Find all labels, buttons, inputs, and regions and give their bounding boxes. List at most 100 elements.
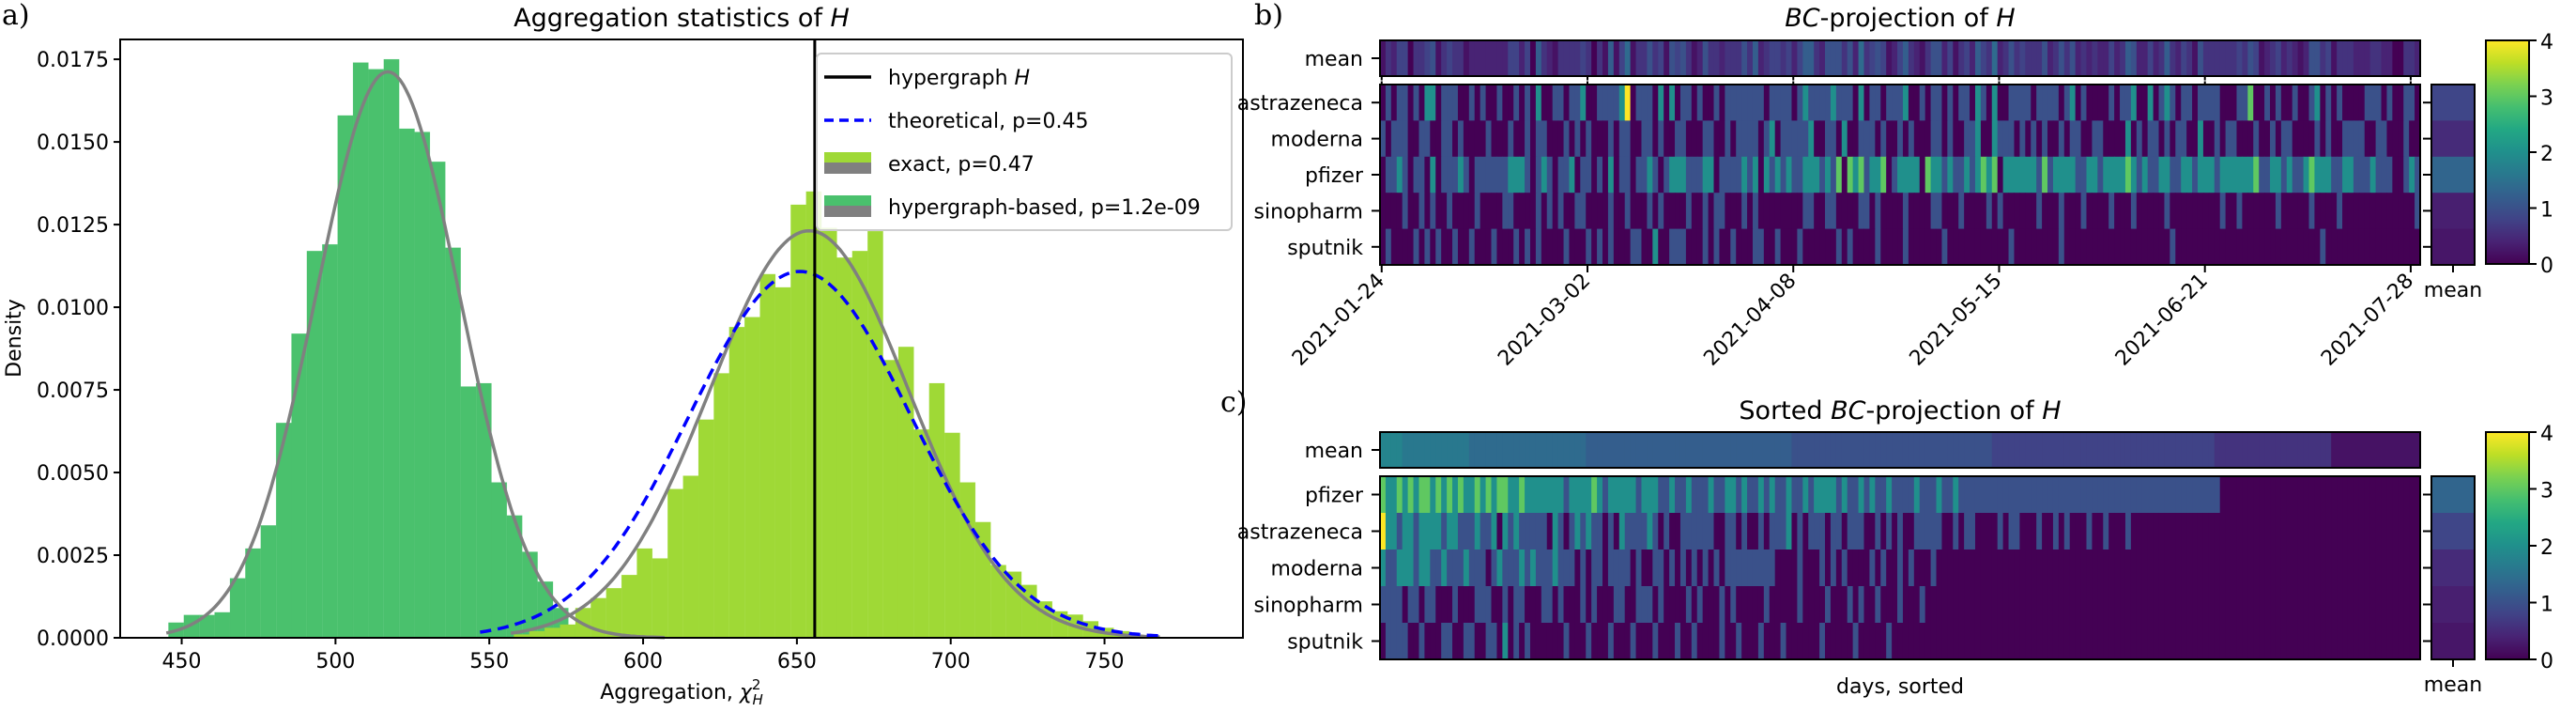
heatmap-cell [1385,120,1392,158]
heatmap-cell [2342,120,2349,158]
heatmap-cell [2308,476,2316,514]
mean-strip-cell [1630,432,1637,468]
heatmap-cell [1980,586,1987,624]
heatmap-cell [1974,623,1982,660]
heatmap-cell [2130,586,2138,624]
heatmap-cell [1741,120,1748,158]
heatmap-cell [1675,586,1681,624]
mean-strip-cell [2092,432,2098,468]
heatmap-cell [2153,513,2160,550]
heatmap-cell [2275,586,2282,624]
heatmap-cell [1430,513,1436,550]
heatmap-cell [2303,228,2310,266]
heatmap-cell [1863,586,1871,624]
heatmap-cell [1480,476,1487,514]
heatmap-cell [1736,623,1742,660]
heatmap-cell [2008,586,2016,624]
heatmap-cell [1730,549,1737,587]
heatmap-cell [2036,228,2043,266]
heatmap-cell [1618,549,1626,587]
heatmap-cell [1964,549,1970,587]
legend-box [816,53,1233,231]
mean-strip-cell [1863,40,1871,76]
hypergraph-based-bar [522,551,538,639]
mean-strip-cell [1814,432,1820,468]
heatmap-cell [1557,156,1565,193]
heatmap-cell [2314,156,2321,193]
heatmap-cell [2120,120,2126,158]
plot-frame [119,39,1244,639]
heatmap-cell [2002,85,2010,121]
x-tick-label: 2021-04-08 [1699,270,1801,371]
heatmap-cell [1597,586,1603,624]
mean-strip-cell [1924,432,1932,468]
heatmap-cell [1424,156,1431,193]
heatmap-cell [2158,156,2166,193]
heatmap-cell [1886,85,1893,121]
heatmap-cell [2264,193,2271,230]
heatmap-cell [1875,476,1881,514]
heatmap-cell [2147,228,2154,266]
heatmap-cell [1519,156,1526,193]
heatmap-cell [2141,228,2149,266]
heatmap-cell [1468,476,1476,514]
heatmap-cell [2386,549,2393,587]
heatmap-cell [2130,623,2138,660]
heatmap-cell [2019,623,2026,660]
mean-strip-cell [1902,40,1909,76]
heatmap-cell [1919,513,1926,550]
heatmap-cell [2114,193,2121,230]
heatmap-cell [1725,623,1731,660]
heatmap-cell [1613,623,1620,660]
heatmap-cell [1452,156,1459,193]
heatmap-cell [2197,193,2204,230]
heatmap-cell [2247,623,2254,660]
mean-strip-cell [2392,432,2399,468]
mean-strip-cell [1852,432,1860,468]
mean-strip-cell [1769,40,1776,76]
row-label: astrazeneca [1237,92,1363,116]
heatmap-cell [1618,586,1626,624]
heatmap-cell [1396,85,1403,121]
heatmap-cell [2042,120,2048,158]
mean-strip-cell [2181,40,2187,76]
heatmap-cell [2175,476,2182,514]
heatmap-cell [2031,85,2037,121]
heatmap-cell [1763,193,1771,230]
mean-strip-cell [1664,40,1670,76]
heatmap-cell [2164,193,2170,230]
heatmap-cell [1747,85,1754,121]
mean-strip-cell [1986,432,1993,468]
heatmap-cell [1725,156,1731,193]
heatmap-cell [1930,513,1938,550]
heatmap-cell [1964,623,1970,660]
heatmap-cell [1852,120,1860,158]
heatmap-cell [1747,586,1754,624]
heatmap-cell [1713,623,1721,660]
mean-strip-cell [2181,432,2187,468]
mean-strip-cell [2415,40,2421,76]
mean-strip-cell [1847,432,1854,468]
heatmap-cell [1591,586,1598,624]
mean-strip-cell [2063,40,2071,76]
heatmap-cell [2375,513,2383,550]
heatmap-cell [1418,228,1426,266]
heatmap-cell [2369,120,2377,158]
heatmap-cell [2358,513,2366,550]
heatmap-cell [1997,476,2004,514]
heatmap-cell [1913,549,1921,587]
heatmap-cell [2008,120,2016,158]
heatmap-cell [1385,476,1392,514]
heatmap-cell [1802,476,1809,514]
heatmap-cell [1719,85,1725,121]
heatmap-cell [1491,513,1498,550]
heatmap-cell [2080,85,2088,121]
heatmap-cell [1953,228,1959,266]
heatmap-cell [1730,228,1737,266]
heatmap-cell [1941,476,1948,514]
heatmap-cell [2042,549,2048,587]
heatmap-cell [1447,623,1453,660]
heatmap-cell [1797,193,1803,230]
mean-strip-cell [1385,40,1392,76]
heatmap-cell [1591,623,1598,660]
